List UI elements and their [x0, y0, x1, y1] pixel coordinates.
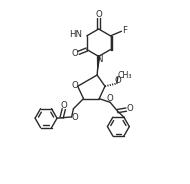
Text: O: O: [126, 104, 133, 113]
Text: CH₃: CH₃: [118, 71, 132, 80]
Text: O: O: [114, 76, 121, 85]
Text: N: N: [96, 55, 102, 64]
Text: O: O: [61, 101, 67, 110]
Text: O: O: [95, 10, 102, 19]
Text: O: O: [106, 94, 113, 103]
Text: O: O: [71, 81, 78, 90]
Text: HN: HN: [69, 30, 82, 39]
Text: F: F: [122, 26, 127, 35]
Text: O: O: [72, 49, 79, 58]
Text: O: O: [71, 113, 78, 122]
Polygon shape: [97, 56, 101, 75]
